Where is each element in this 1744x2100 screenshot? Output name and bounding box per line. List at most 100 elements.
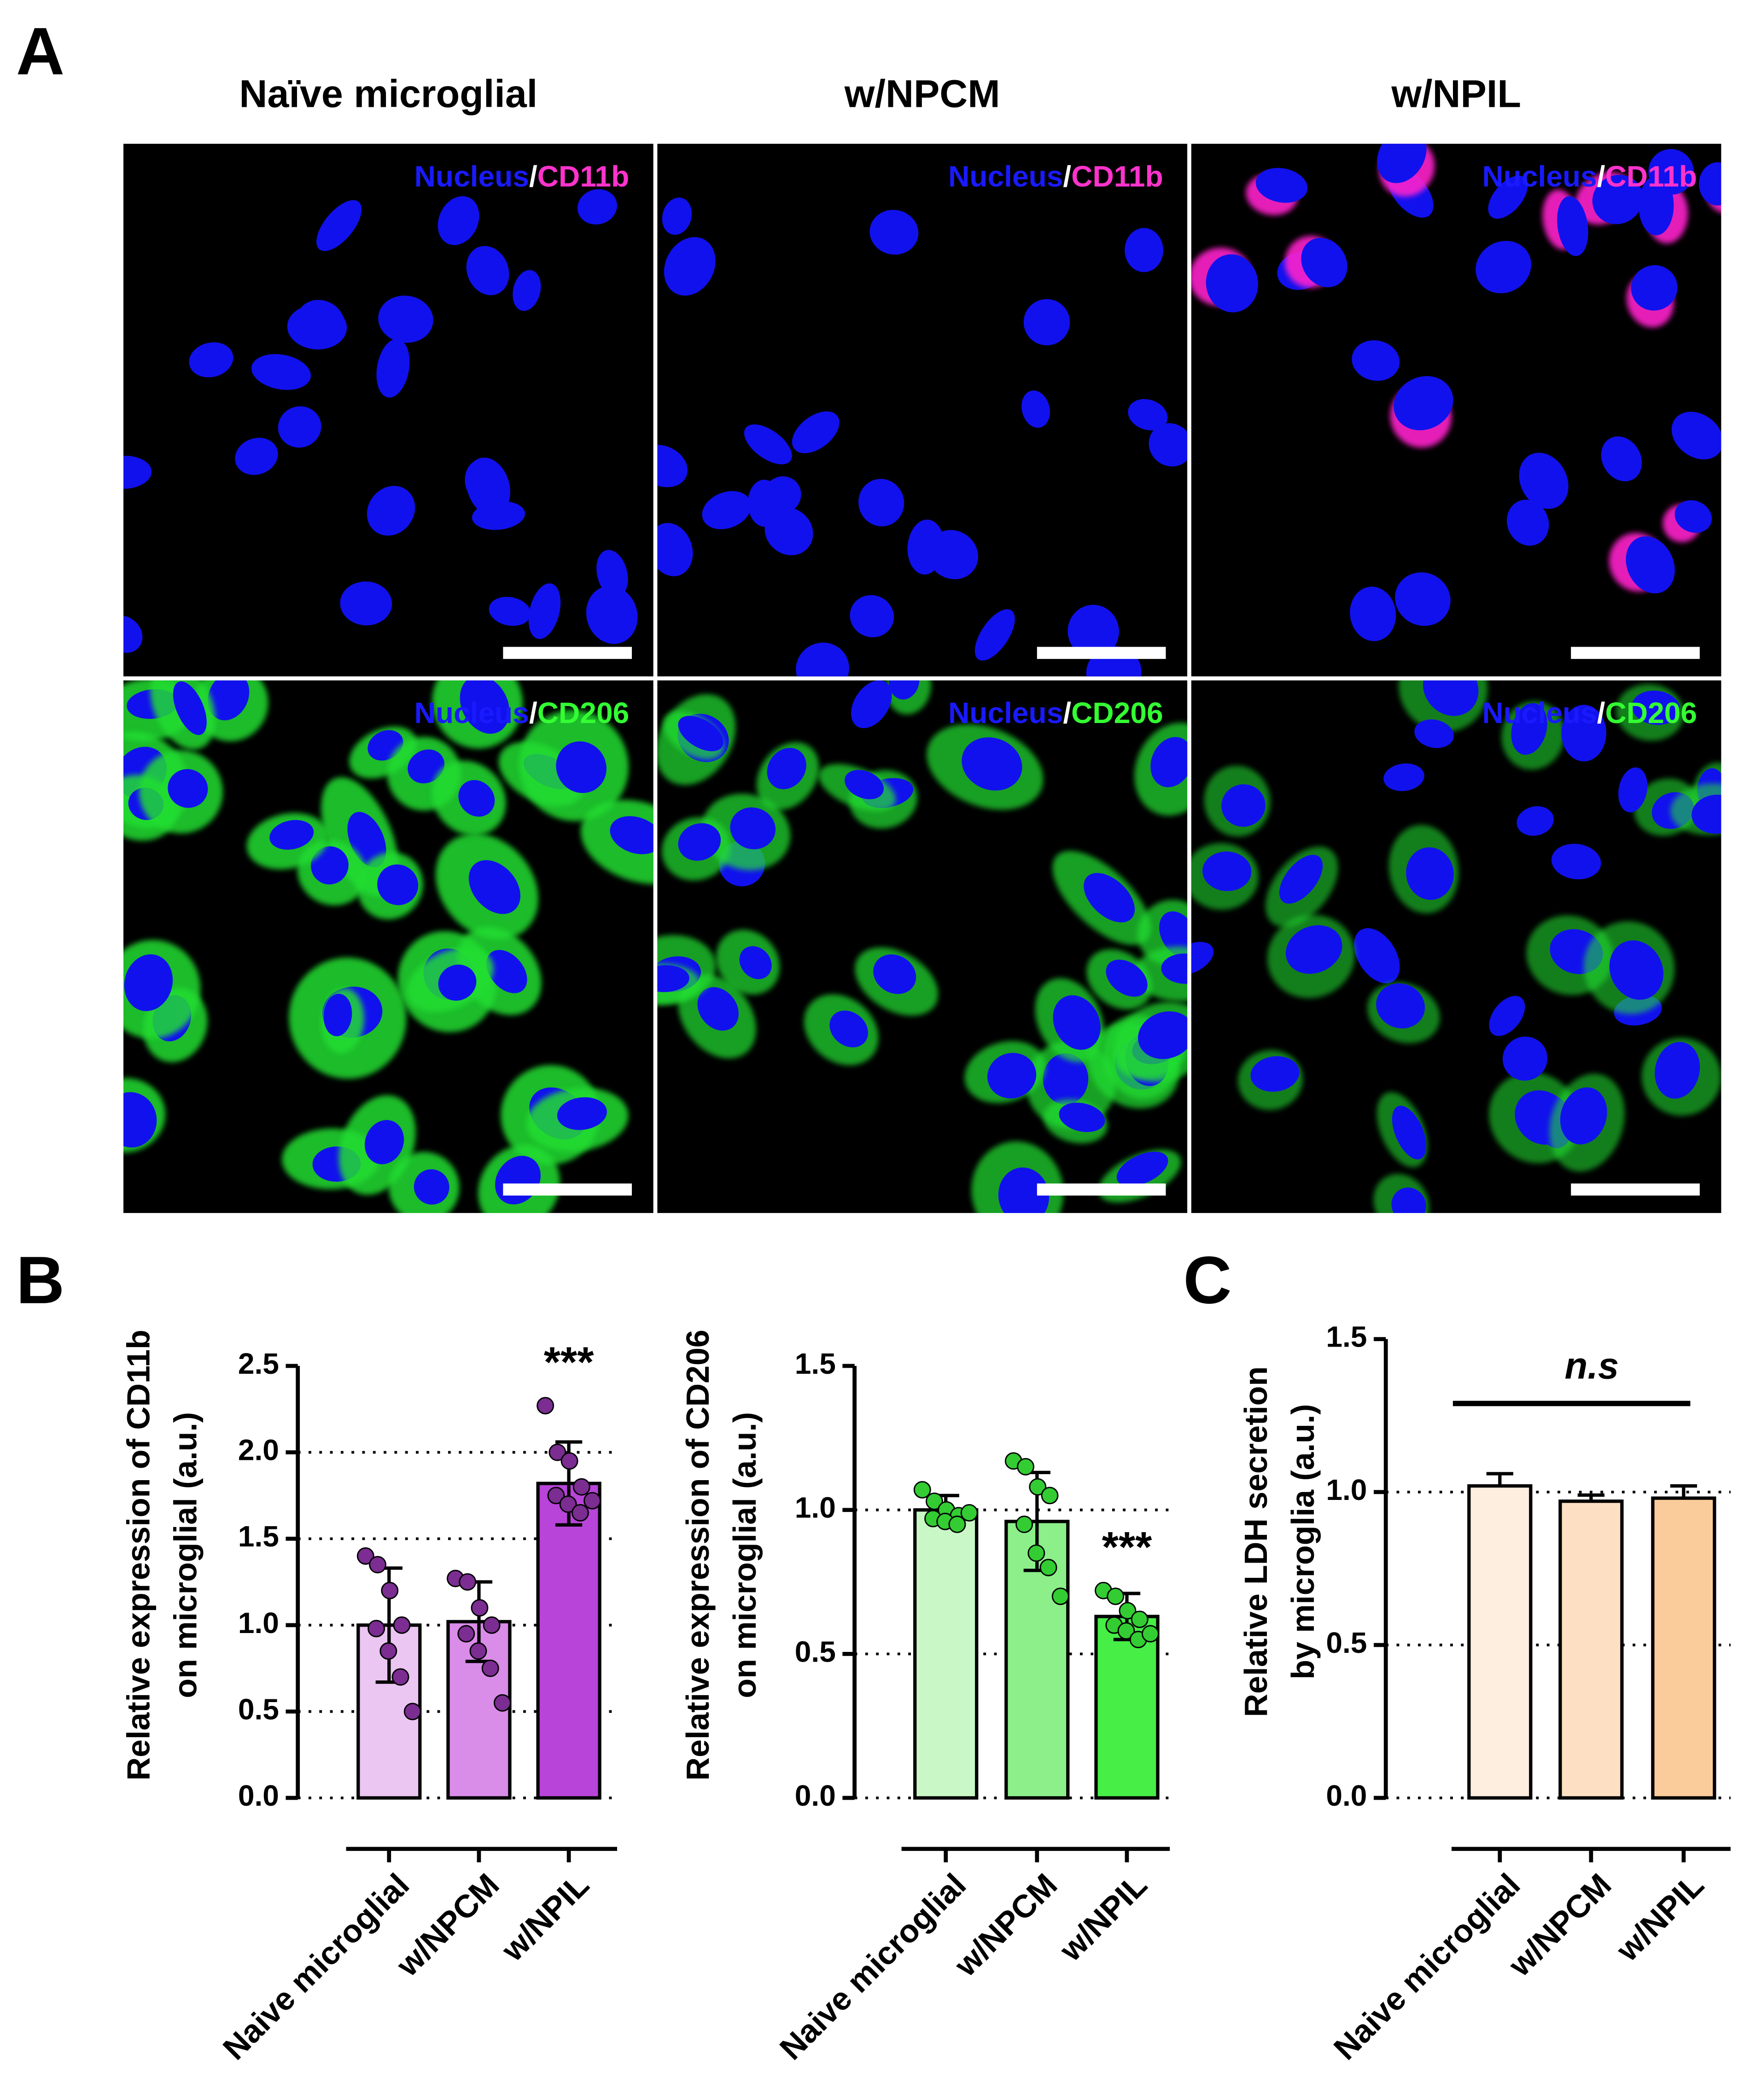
scale-bar (1037, 1183, 1166, 1196)
nucleus (1699, 162, 1721, 206)
nucleus (287, 304, 347, 350)
y-tick-label: 2.5 (238, 1347, 279, 1380)
nucleus (1350, 586, 1396, 642)
data-point (1041, 1487, 1059, 1505)
scale-bar (1571, 1183, 1700, 1196)
nucleus (596, 550, 628, 598)
nucleus (1618, 767, 1648, 812)
nucleus (873, 954, 916, 994)
nucleus (1502, 1036, 1548, 1081)
scale-bar (503, 647, 632, 659)
data-point (459, 1573, 477, 1591)
y-tick-label: 1.5 (238, 1520, 279, 1553)
y-axis-label: by microglia (a.u.) (1285, 1404, 1321, 1680)
nucleus (1557, 196, 1588, 257)
data-point (1029, 1478, 1047, 1496)
nucleus (577, 189, 618, 225)
y-tick-label: 1.0 (238, 1606, 279, 1639)
nucleus (1150, 737, 1188, 788)
stain-name: CD206 (537, 696, 629, 729)
x-tick-label: Naive microglial (1327, 1867, 1527, 2066)
data-point (1142, 1625, 1159, 1643)
bar (1558, 1499, 1624, 1800)
y-axis-label: on microglial (a.u.) (167, 1412, 203, 1698)
nucleus (1631, 265, 1678, 311)
stain-name: CD206 (1071, 696, 1163, 729)
cells (123, 189, 638, 653)
data-point (481, 1659, 499, 1677)
nucleus (1601, 436, 1642, 482)
data-point (457, 1625, 475, 1643)
y-tick-label: 0.0 (238, 1779, 279, 1812)
data-point (1039, 1558, 1057, 1576)
cells (657, 198, 1188, 677)
nucleus (1423, 680, 1479, 716)
nucleus (438, 964, 477, 1001)
data-point (403, 1703, 421, 1721)
bar (1467, 1484, 1533, 1800)
data-point (381, 1581, 399, 1599)
data-point (583, 1492, 601, 1510)
nucleus (907, 519, 945, 575)
nucleus (739, 946, 772, 980)
annotation: *** (544, 1338, 595, 1386)
stain-name: CD11b (537, 160, 629, 193)
data-point (560, 1452, 578, 1470)
scale-bar (503, 1183, 632, 1196)
x-tick-label: w/NPIL (1609, 1867, 1711, 1968)
stain-label: Nucleus/CD11b (948, 160, 1163, 193)
scale-bar (1037, 647, 1166, 659)
nucleus (1285, 925, 1342, 974)
nucleus (1506, 500, 1549, 546)
data-point (571, 1504, 589, 1522)
stain-name: / (1063, 696, 1071, 729)
nucleus (1116, 1151, 1168, 1186)
nucleus (1021, 390, 1050, 428)
nucleus (796, 642, 849, 677)
stain-name: Nucleus (948, 696, 1063, 729)
nucleus (364, 1120, 404, 1165)
stain-name: CD206 (1605, 696, 1697, 729)
nucleus (376, 338, 410, 398)
nucleus (1626, 536, 1675, 594)
nucleus (466, 246, 509, 295)
stain-name: / (529, 696, 537, 729)
data-point (367, 1620, 385, 1638)
nucleus (1561, 705, 1607, 762)
cells (1191, 680, 1721, 1213)
stain-name: Nucleus (948, 160, 1063, 193)
data-point (548, 1443, 566, 1461)
stain-name: / (1597, 696, 1605, 729)
nucleus (792, 411, 840, 454)
nucleus (998, 1167, 1050, 1213)
nucleus (269, 820, 314, 850)
nucleus (278, 406, 321, 448)
data-point (537, 1397, 554, 1415)
nucleus (1043, 1053, 1089, 1105)
y-tick-label: 0.0 (795, 1779, 836, 1812)
nucleus (664, 237, 716, 296)
nucleus (858, 478, 904, 526)
nucleus (586, 586, 638, 644)
y-tick-label: 2.0 (238, 1434, 279, 1467)
x-tick-label: Naive microglial (773, 1867, 973, 2066)
nucleus (1059, 1102, 1105, 1132)
data-point (469, 1642, 487, 1660)
nucleus (168, 769, 208, 808)
nucleus (829, 1010, 868, 1048)
micrograph (1191, 144, 1721, 677)
nucleus (414, 1169, 449, 1205)
nucleus (850, 595, 894, 637)
data-point (926, 1493, 943, 1510)
nucleus (557, 1097, 607, 1130)
column-title: w/NPIL (1391, 72, 1521, 116)
data-point (572, 1478, 590, 1496)
scale-bar (1571, 647, 1700, 659)
micrograph (657, 144, 1188, 677)
data-point (1119, 1602, 1137, 1620)
data-point (1017, 1458, 1034, 1476)
nucleus (458, 780, 495, 817)
data-point (1107, 1587, 1125, 1605)
nucleus (1191, 942, 1214, 975)
nucleus (124, 954, 173, 1011)
